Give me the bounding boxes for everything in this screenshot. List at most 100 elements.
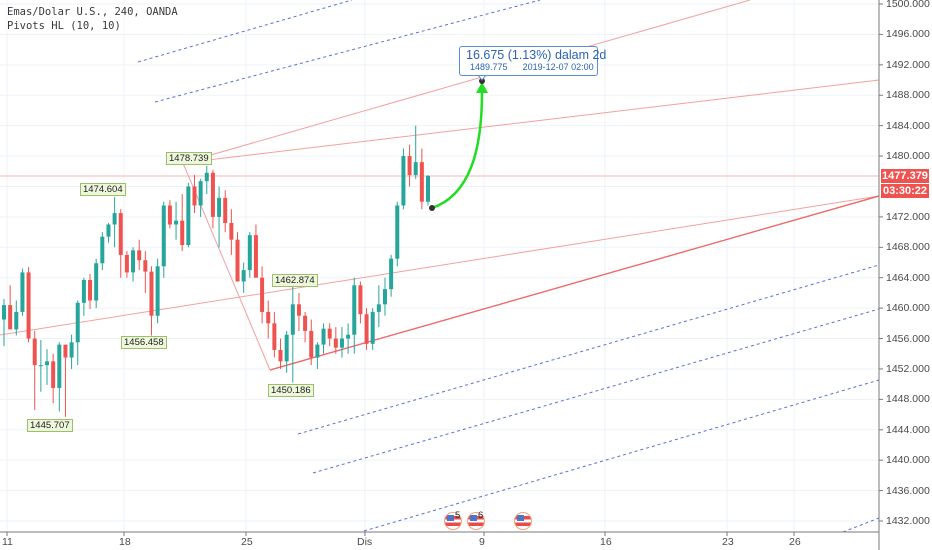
candle	[112, 197, 117, 248]
us-flag-icon[interactable]	[467, 512, 485, 530]
candle	[137, 239, 142, 271]
candle	[20, 268, 25, 316]
candle	[241, 262, 246, 293]
pivot-low-label: 1450.186	[268, 384, 314, 397]
candle	[81, 277, 86, 316]
candle	[143, 251, 148, 293]
candle	[333, 327, 338, 354]
price-tick-label: 1460.000	[886, 302, 930, 315]
price-tick-label: 1484.000	[886, 119, 930, 132]
candle	[69, 334, 74, 369]
candle	[290, 286, 295, 383]
price-tick-label: 1472.000	[886, 210, 930, 223]
candle	[229, 209, 234, 255]
candle	[155, 258, 160, 324]
candle	[174, 201, 179, 240]
candle	[315, 342, 320, 369]
candle	[223, 190, 228, 233]
candle	[180, 194, 185, 252]
candle	[149, 266, 154, 336]
time-tick-label: 16	[600, 536, 612, 548]
candle	[45, 349, 50, 385]
price-tick-label: 1488.000	[886, 89, 930, 102]
candle	[407, 144, 412, 187]
candle	[118, 209, 123, 278]
flag-canton	[517, 515, 524, 521]
symbol-title: Emas/Dolar U.S., 240, OANDA	[7, 6, 178, 18]
price-range-measure-label[interactable]: 16.675 (1.13%) dalam 2d 1489.775 2019-12…	[459, 46, 606, 76]
candle	[217, 186, 222, 248]
candle	[100, 232, 105, 271]
candle	[32, 330, 37, 411]
candle	[303, 311, 308, 343]
us-flag-icon[interactable]	[444, 512, 462, 530]
measure-change: 16.675 (1.13%) dalam 2d	[466, 48, 607, 62]
price-tick-label: 1468.000	[886, 241, 930, 254]
current-price-tag: 1477.379	[881, 169, 929, 183]
time-tick-label: 9	[479, 536, 485, 548]
candle	[382, 277, 387, 316]
candle	[426, 175, 430, 206]
candle	[51, 353, 56, 404]
candle	[419, 148, 424, 210]
price-tick-label: 1456.000	[886, 332, 930, 345]
candle	[321, 323, 326, 354]
pivot-high-label: 1474.604	[80, 183, 126, 196]
indicator-title[interactable]: Pivots HL (10, 10)	[7, 20, 121, 32]
candle	[124, 251, 129, 278]
flag-canton	[447, 515, 454, 521]
price-tick-label: 1500.000	[886, 0, 930, 10]
candle	[8, 285, 13, 330]
price-tick-label: 1440.000	[886, 454, 930, 467]
price-tick-label: 1464.000	[886, 271, 930, 284]
candle	[296, 292, 301, 331]
candle	[38, 340, 43, 392]
measure-target-price: 1489.775	[470, 62, 508, 72]
time-tick-label: 23	[722, 536, 734, 548]
grid-lines	[0, 0, 879, 532]
flag-canton	[470, 515, 477, 521]
candle	[339, 327, 344, 358]
price-tick-label: 1480.000	[886, 150, 930, 163]
measure-target-time: 2019-12-07 02:00	[522, 62, 594, 72]
candle	[94, 258, 99, 309]
candle	[327, 323, 332, 347]
candle	[284, 330, 289, 373]
candle	[192, 175, 197, 214]
us-flag-icon[interactable]	[514, 512, 532, 530]
candle	[413, 125, 418, 179]
candle	[376, 285, 381, 328]
price-tick-label: 1448.000	[886, 393, 930, 406]
price-tick-label: 1436.000	[886, 484, 930, 497]
measure-overlay	[429, 74, 488, 211]
time-tick-label: 25	[241, 536, 253, 548]
candle	[186, 182, 191, 248]
event-count: 5	[455, 510, 461, 521]
pivot-low-label: 1445.707	[27, 419, 73, 432]
candle	[364, 308, 369, 350]
candle	[260, 266, 265, 324]
candle	[346, 323, 351, 354]
price-tick-label: 1432.000	[886, 515, 930, 527]
pivot-high-label: 1478.739	[166, 152, 212, 165]
candle	[370, 308, 375, 350]
time-tick-label: Dis	[357, 536, 373, 548]
candle	[131, 247, 136, 282]
candle	[278, 338, 283, 369]
candle	[106, 222, 111, 243]
candle	[389, 254, 394, 297]
bar-countdown-tag: 03:30:22	[881, 184, 929, 198]
candle	[253, 224, 258, 278]
time-tick-label: 11	[2, 536, 13, 548]
candle	[358, 281, 363, 324]
candle	[210, 169, 215, 229]
candle	[57, 342, 62, 412]
candle	[14, 300, 19, 336]
candle	[395, 201, 400, 267]
candle	[88, 273, 93, 309]
candle	[309, 319, 314, 366]
candle	[161, 201, 166, 278]
candle	[204, 165, 209, 195]
